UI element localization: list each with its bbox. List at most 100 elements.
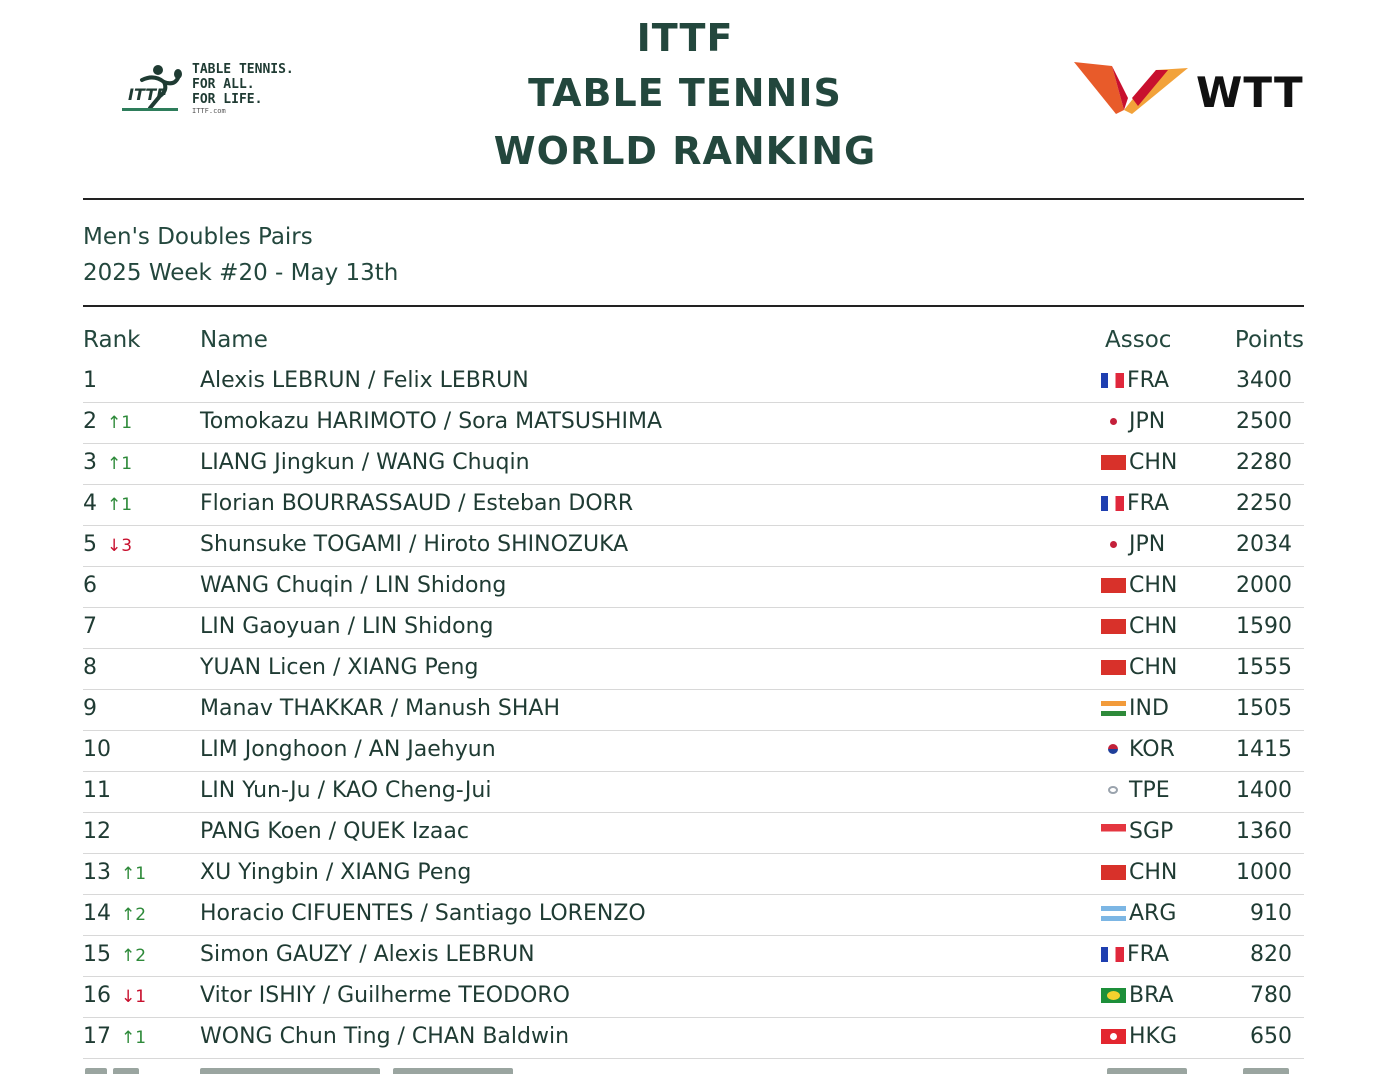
wtt-mark-icon (1074, 62, 1188, 114)
table-row: 2 ↑1 Tomokazu HARIMOTO / Sora MATSUSHIMA JP… (83, 403, 1304, 444)
points-cell: 780 (1250, 983, 1292, 1008)
table-row: 4 ↑1 Florian BOURRASSAUD / Esteban DORR FRA… (83, 485, 1304, 526)
points-cell: 3400 (1236, 368, 1292, 393)
player-pair-name: XU Yingbin / XIANG Peng (200, 860, 472, 885)
fra-flag-icon (1101, 496, 1124, 511)
rank-cell: 14 ↑2 (83, 901, 146, 926)
header-rank: Rank (83, 327, 141, 353)
rank-cell: 12 (83, 819, 111, 844)
rank-down-indicator: ↓1 (121, 987, 147, 1007)
rank-up-indicator: ↑2 (121, 905, 147, 925)
header-points: Points (1234, 327, 1304, 353)
association-code: CHN (1129, 860, 1178, 885)
association-code: HKG (1129, 1024, 1178, 1049)
sgp-flag-icon (1101, 824, 1126, 839)
ind-flag-icon (1101, 701, 1126, 716)
chn-flag-icon (1101, 619, 1126, 634)
association-code: JPN (1129, 409, 1166, 434)
association-code: SGP (1129, 819, 1174, 844)
rank-number: 6 (83, 573, 97, 598)
association-cell: KOR (1101, 737, 1211, 762)
player-pair-name: Vitor ISHIY / Guilherme TEODORO (200, 983, 570, 1008)
association-code: TPE (1129, 778, 1170, 803)
table-header: Rank Name Assoc Points (83, 325, 1304, 362)
association-cell: IND (1101, 696, 1211, 721)
player-pair-name: Manav THAKKAR / Manush SHAH (200, 696, 560, 721)
association-cell: JPN (1101, 532, 1211, 557)
chn-flag-icon (1101, 865, 1126, 880)
association-code: JPN (1129, 532, 1166, 557)
header-divider (83, 198, 1304, 200)
jpn-flag-icon (1101, 537, 1126, 552)
arg-flag-icon (1101, 906, 1126, 921)
association-cell: TPE (1101, 778, 1211, 803)
table-row: 6 WANG Chuqin / LIN Shidong CHN 2000 (83, 567, 1304, 608)
rank-up-indicator: ↑1 (121, 1028, 147, 1048)
page-title: ITTF TABLE TENNIS WORLD RANKING (440, 12, 930, 180)
player-pair-name: WANG Chuqin / LIN Shidong (200, 573, 507, 598)
kor-flag-icon (1101, 742, 1126, 757)
rank-number: 5 (83, 532, 97, 557)
association-code: IND (1129, 696, 1169, 721)
rank-number: 14 (83, 901, 111, 926)
ranking-category: Men's Doubles Pairs (83, 224, 313, 250)
rank-number: 4 (83, 491, 97, 516)
rank-cell: 3 ↑1 (83, 450, 132, 475)
slogan-line: FOR ALL. (192, 77, 255, 92)
player-pair-name: Simon GAUZY / Alexis LEBRUN (200, 942, 535, 967)
ittf-slogan: TABLE TENNIS. FOR ALL. FOR LIFE. ITTF.co… (192, 62, 294, 115)
rank-number: 3 (83, 450, 97, 475)
rank-up-indicator: ↑1 (121, 864, 147, 884)
points-cell: 910 (1250, 901, 1292, 926)
player-pair-name: Shunsuke TOGAMI / Hiroto SHINOZUKA (200, 532, 629, 557)
fra-flag-icon (1101, 947, 1124, 962)
title-line-3: WORLD RANKING (493, 129, 877, 173)
rank-number: 16 (83, 983, 111, 1008)
rank-up-indicator: ↑1 (107, 454, 133, 474)
table-row: 1 Alexis LEBRUN / Felix LEBRUN FRA 3400 (83, 362, 1304, 403)
rank-cell: 9 (83, 696, 97, 721)
slogan-line: TABLE TENNIS. (192, 62, 294, 77)
player-pair-name: LIN Gaoyuan / LIN Shidong (200, 614, 494, 639)
rank-number: 1 (83, 368, 97, 393)
player-pair-name: PANG Koen / QUEK Izaac (200, 819, 469, 844)
rank-number: 7 (83, 614, 97, 639)
rank-cell: 17 ↑1 (83, 1024, 146, 1049)
player-pair-name: Florian BOURRASSAUD / Esteban DORR (200, 491, 634, 516)
ranking-week: 2025 Week #20 - May 13th (83, 260, 399, 286)
association-code: CHN (1129, 655, 1178, 680)
player-pair-name: LIM Jonghoon / AN Jaehyun (200, 737, 496, 762)
player-pair-name: Tomokazu HARIMOTO / Sora MATSUSHIMA (200, 409, 662, 434)
table-body: 1 Alexis LEBRUN / Felix LEBRUN FRA 3400 2 ↑1 T… (83, 362, 1304, 1059)
points-cell: 1505 (1236, 696, 1292, 721)
table-row: 11 LIN Yun-Ju / KAO Cheng-Jui TPE 1400 (83, 772, 1304, 813)
association-cell: CHN (1101, 573, 1211, 598)
table-row: 3 ↑1 LIANG Jingkun / WANG Chuqin CHN 2280 (83, 444, 1304, 485)
ranking-table: Rank Name Assoc Points 1 Alexis LEBRUN / … (83, 325, 1304, 1059)
points-cell: 2280 (1236, 450, 1292, 475)
player-pair-name: Horacio CIFUENTES / Santiago LORENZO (200, 901, 646, 926)
rank-number: 15 (83, 942, 111, 967)
table-row: 14 ↑2 Horacio CIFUENTES / Santiago LORENZO… (83, 895, 1304, 936)
player-pair-name: Alexis LEBRUN / Felix LEBRUN (200, 368, 529, 393)
association-cell: CHN (1101, 450, 1211, 475)
association-cell: FRA (1101, 942, 1211, 967)
svg-text:ITTF: ITTF (128, 85, 167, 104)
subheader-divider (83, 305, 1304, 307)
chn-flag-icon (1101, 578, 1126, 593)
rank-cell: 6 (83, 573, 97, 598)
table-row: 9 Manav THAKKAR / Manush SHAH IND 1505 (83, 690, 1304, 731)
player-pair-name: LIN Yun-Ju / KAO Cheng-Jui (200, 778, 492, 803)
rank-cell: 10 (83, 737, 111, 762)
association-cell: SGP (1101, 819, 1211, 844)
rank-up-indicator: ↑1 (107, 413, 133, 433)
association-cell: BRA (1101, 983, 1211, 1008)
rank-number: 11 (83, 778, 111, 803)
rank-cell: 16 ↓1 (83, 983, 146, 1008)
rank-number: 12 (83, 819, 111, 844)
table-row: 12 PANG Koen / QUEK Izaac SGP 1360 (83, 813, 1304, 854)
points-cell: 2250 (1236, 491, 1292, 516)
rank-cell: 13 ↑1 (83, 860, 146, 885)
wtt-logo: WTT (1072, 58, 1308, 120)
slogan-line: FOR LIFE. (192, 92, 263, 107)
